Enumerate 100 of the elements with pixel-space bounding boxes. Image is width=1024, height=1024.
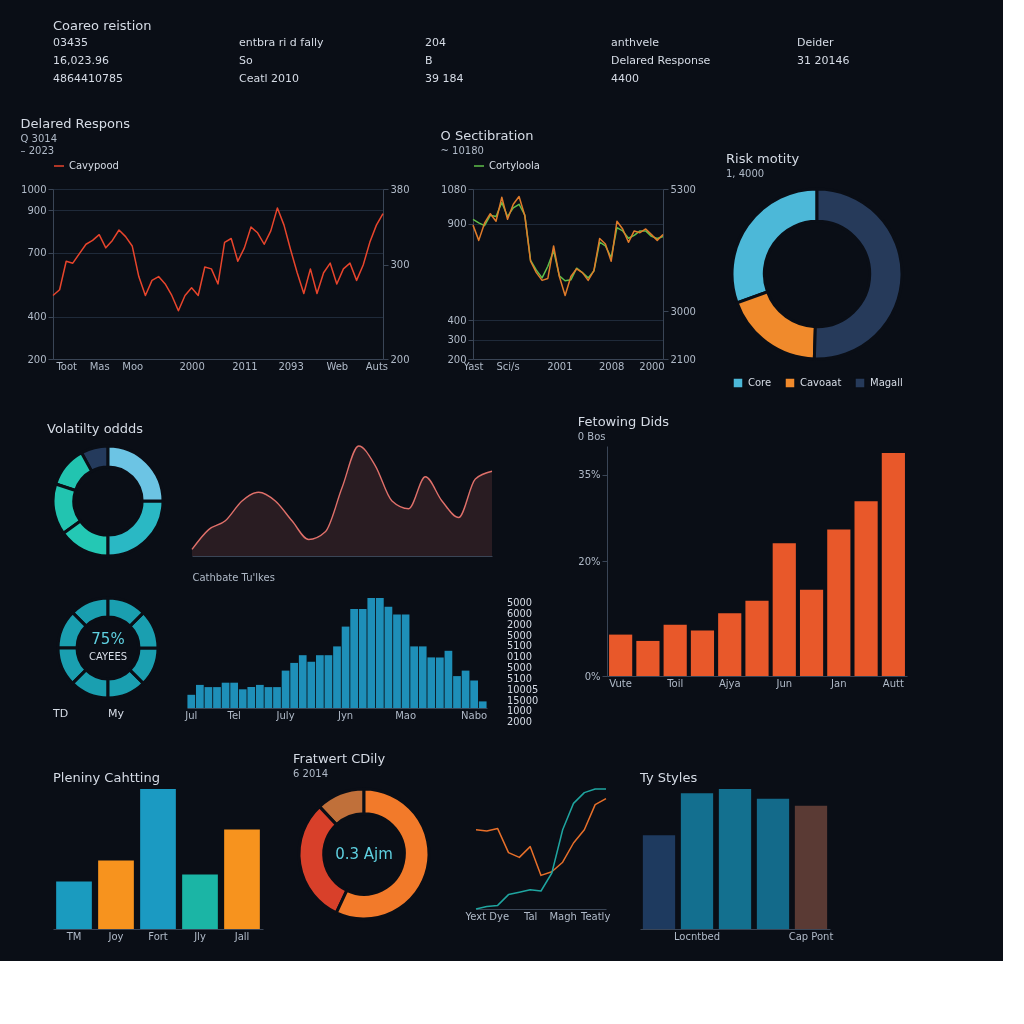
text: 15000	[507, 694, 539, 706]
text: 5100	[507, 640, 533, 652]
text: 0.3 Ajm	[335, 845, 393, 863]
text: Delared Response	[611, 54, 711, 67]
text: 4400	[611, 72, 639, 85]
bar	[745, 600, 769, 676]
bar	[56, 881, 92, 929]
text: 2000	[507, 618, 533, 630]
text: 39 184	[425, 72, 464, 85]
text: So	[239, 54, 253, 67]
y2-tick-label: 300	[390, 259, 410, 271]
text: 5100	[507, 672, 533, 684]
x-tick-label: July	[275, 709, 295, 721]
y-tick-label: 900	[27, 204, 47, 216]
text: 5000	[507, 597, 533, 608]
legend-label: Core	[748, 377, 772, 388]
text: entbra ri d fally	[239, 36, 325, 49]
y2-tick-label: 380	[390, 183, 410, 195]
y2-tick-label: 5300	[670, 183, 696, 195]
x-tick-label: Jyn	[336, 709, 354, 721]
legend-label: Cavoaat	[800, 377, 842, 388]
chart-title: Fratwert CDily	[293, 751, 386, 766]
x-tick-label: Locntbed	[673, 930, 721, 942]
x-tick-label: Autt	[882, 677, 904, 689]
bar	[854, 501, 878, 676]
bar	[718, 789, 752, 929]
x-tick-label: 2000	[179, 360, 205, 372]
x-tick-label: Mas	[89, 360, 110, 372]
text: 03435	[53, 36, 88, 49]
chart-subtitle: 6 2014	[293, 768, 328, 779]
chart-subtitle: Q 3014	[20, 133, 58, 144]
text: Ceatl 2010	[239, 72, 300, 85]
text: ~ 10180	[440, 145, 484, 156]
bar	[718, 613, 742, 676]
x-tick-label: Toil	[666, 677, 684, 689]
x-tick-label: Moo	[122, 360, 144, 372]
text: 0100	[507, 651, 533, 663]
text: 204	[425, 36, 446, 49]
text: 5000	[507, 662, 533, 673]
bar	[799, 589, 824, 676]
text: 6000	[507, 607, 533, 619]
text: TD	[52, 707, 69, 720]
x-tick-label: Yext Dye	[464, 910, 510, 922]
x-tick-label: Ajya	[718, 677, 741, 689]
bar	[636, 640, 660, 676]
bar	[182, 874, 218, 929]
x-tick-label: Vute	[609, 677, 632, 689]
x-tick-label: Magh	[549, 910, 577, 922]
y-tick-label: 0%	[584, 670, 601, 682]
x-tick-label: Web	[326, 360, 349, 372]
x-axis-title: Cathbate Tu'lkes	[192, 571, 275, 583]
y-tick-label: 1080	[441, 183, 467, 195]
x-tick-label: 2011	[232, 360, 258, 372]
text: Deider	[797, 36, 835, 49]
y-tick-label: 300	[447, 334, 467, 346]
bar	[609, 634, 633, 676]
x-tick-label: Jul	[184, 709, 198, 721]
legend-label: Magall	[870, 377, 903, 388]
x-tick-label: Teatly	[580, 910, 611, 922]
y-tick-label: 900	[447, 218, 467, 230]
chart-title: Fetowing Dids	[577, 414, 670, 429]
x-tick-label: 2008	[598, 360, 625, 372]
y2-tick-label: 2100	[670, 353, 696, 365]
bar	[663, 624, 687, 676]
y-tick-label: 400	[27, 311, 47, 322]
y-tick-label: 1000	[21, 183, 47, 195]
x-tick-label: Fort	[148, 930, 168, 942]
x-tick-label: TM	[65, 930, 82, 942]
chart-title: Risk motity	[726, 151, 800, 166]
text: 5000	[507, 629, 533, 641]
x-tick-label: Joy	[107, 930, 124, 942]
y2-tick-label: 3000	[670, 305, 696, 317]
x-tick-label: 2093	[278, 360, 304, 372]
line-series	[52, 207, 384, 312]
text: CAYEES	[88, 651, 128, 662]
bar	[881, 452, 905, 676]
text: 75%	[91, 630, 125, 648]
text: 4864410785	[53, 72, 123, 85]
text: My	[108, 707, 125, 720]
text: B	[425, 54, 433, 67]
x-tick-label: 2000	[639, 360, 665, 372]
x-tick-label: 2001	[547, 360, 573, 372]
x-tick-label: Nabo	[461, 709, 488, 721]
x-tick-label: Auts	[365, 360, 389, 372]
y-tick-label: 20%	[578, 555, 601, 567]
text: 1000	[507, 705, 533, 717]
chart-subtitle: 1, 4000	[726, 168, 765, 179]
text: – 2023	[20, 145, 55, 156]
chart-title: Volatilty oddds	[47, 421, 144, 436]
bar	[224, 829, 260, 929]
chart-subtitle: 0 Bos	[577, 431, 606, 442]
bar	[794, 805, 828, 929]
y-tick-label: 400	[447, 314, 467, 326]
x-tick-label: Cap Pont	[788, 930, 834, 942]
x-tick-label: Jan	[830, 677, 847, 689]
text: 16,023.96	[53, 54, 109, 67]
bar	[690, 630, 715, 676]
chart-title: Pleniny Cahtting	[53, 770, 160, 785]
y-tick-label: 35%	[578, 469, 601, 481]
bar	[756, 798, 790, 929]
